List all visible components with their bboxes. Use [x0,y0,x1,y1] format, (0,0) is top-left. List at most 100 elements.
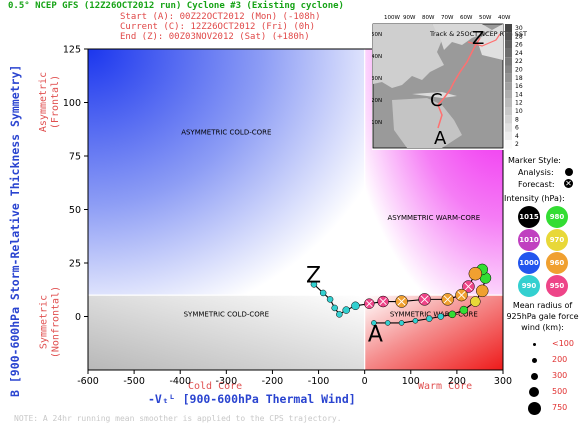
track-point [342,306,350,314]
x-tick-label: -200 [262,376,284,387]
sst-bar-label: 26 [515,42,523,49]
y-tick-label: 100 [63,98,81,109]
y-tick-label: 25 [69,259,81,270]
x-tick-label: -400 [169,376,191,387]
map-lon-label: 50W [479,15,492,21]
radius-label: 750 [552,403,568,412]
y-tick-label: 125 [63,45,81,56]
intensity-swatch-1015: 1015 [518,206,540,228]
map-lat-label: 40N [372,54,382,60]
sst-bar-segment [505,140,512,149]
quadrant-backgrounds [88,49,503,370]
map-marker-c: C [430,90,443,111]
x-tick-label: -500 [123,376,145,387]
track-point [384,320,391,326]
x-tick-label: 0 [362,376,368,387]
forecast-cross [365,300,373,307]
track-point [476,284,489,298]
sst-bar-segment [505,115,512,124]
track-point [448,310,457,319]
map-lat-labels: 50N 40N 30N 20N 10N [371,32,382,126]
x-tick-label: 300 [494,376,512,387]
intensity-swatch-970: 970 [546,229,568,251]
sst-bar-segment [505,48,512,58]
track-point [351,301,360,311]
x-tick-label: 100 [402,376,420,387]
sst-bar-label: 10 [515,108,523,115]
intensity-swatch-960: 960 [546,252,568,274]
x-tick-label: 200 [448,376,466,387]
forecast-cross [379,297,387,306]
region-label-asym-warm: ASYMMETRIC WARM-CORE [387,214,480,222]
sym-warm-region [364,295,503,370]
x-axis-label: -Vₜᴸ [900-600hPa Thermal Wind] [148,392,356,406]
radius-dot [527,401,541,415]
map-lon-label: 80W [422,15,435,21]
intensity-legend: 1015 980 1010 970 1000 960 990 950 [518,206,578,302]
radius-dot [531,357,537,363]
intensity-swatch-1010: 1010 [518,229,540,251]
map-lon-label: 100W [384,15,400,21]
map-lon-label: 40W [498,15,511,21]
y-tick-label: 0 [75,312,81,323]
intensity-swatch-1000: 1000 [518,252,540,274]
radius-legend-item: <100 [504,336,581,352]
forecast-cross [457,291,466,300]
radius-label: <100 [552,339,574,348]
radius-label: 200 [552,355,568,364]
sst-bar-segment [505,98,512,107]
map-inset-svg: Z CA 100W 90W 80W 70W 60W 50W 40W 50N 40N 30N 20N 1… [371,10,532,150]
sst-bar-label: 2 [515,141,519,148]
intensity-swatch-990: 990 [518,275,540,297]
track-point [425,315,433,322]
track-point [336,311,343,318]
sst-bar-segment [505,57,512,66]
sst-bar-label: 6 [515,125,519,132]
forecast-cross [420,295,429,304]
intensity-title: Intensity (hPa): [504,194,565,203]
sst-bar-segment [505,90,512,99]
map-lat-label: 50N [372,32,382,38]
track-point [398,320,405,326]
track-point [371,320,377,326]
map-lat-label: 10N [372,120,382,126]
map-lon-label: 70W [441,15,454,21]
current-time: Current (C): 12Z26OCT2012 (Fri) (0h) [120,22,316,32]
map-marker-a: A [434,128,447,149]
cyclone-track: AZ [306,263,492,348]
sst-bar-segment [505,107,512,116]
sst-bar-label: 4 [515,133,519,140]
map-lat-label: 20N [372,98,382,104]
x-tick-label: -600 [77,376,99,387]
track-start-label: A [368,323,383,348]
radius-legend-item: 500 [504,384,581,400]
x-tick-label: -100 [308,376,330,387]
axis-ticks: -600 -500 -400 -300 -200 -100 0 100 200 300 0 25 50 7… [63,45,512,388]
asym-cold-region [88,49,365,296]
sst-bar-label: 30 [515,25,523,32]
sst-bar-label: 8 [515,116,519,123]
y-tick-label: 50 [69,205,81,216]
forecast-cross [397,297,406,306]
sst-bar-segment [505,73,512,83]
track-point [437,313,444,320]
forecast-cross [464,282,473,291]
radius-title: Mean radius of 925hPa gale force wind (k… [506,301,579,332]
track-point [470,296,481,307]
sst-bar-segment [505,123,512,132]
x-tick-label: -300 [216,376,238,387]
track-end-label: Z [306,263,321,288]
track-point [310,281,318,288]
radius-legend-item: 300 [504,368,581,384]
track-point [412,318,419,324]
forecast-marker: ✕ [564,179,573,188]
sst-bar-label: 22 [515,58,523,65]
track-point [319,289,327,297]
marker-style-title: Marker Style: [508,156,561,165]
track-point [331,304,338,312]
analysis-marker [565,168,573,176]
sst-bar-segment [505,40,512,49]
